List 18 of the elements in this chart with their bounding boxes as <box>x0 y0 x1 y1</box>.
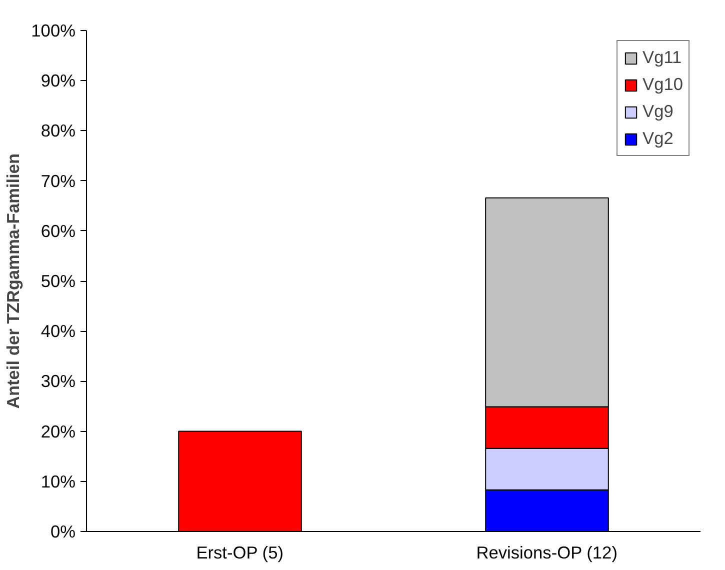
y-tick-label: 80% <box>40 120 76 141</box>
legend-label: Vg10 <box>642 74 683 95</box>
legend-label: Vg2 <box>642 128 674 149</box>
y-tick-label: 30% <box>40 371 76 392</box>
y-tick-label: 100% <box>31 20 76 40</box>
y-tick-label: 50% <box>40 271 76 291</box>
y-tick-label: 90% <box>40 70 76 91</box>
y-tick-label: 10% <box>40 471 76 492</box>
legend-label: Vg11 <box>642 47 682 68</box>
y-axis-title: Anteil der TZRgamma-Familien <box>3 153 24 409</box>
y-tick-label: 60% <box>40 220 76 241</box>
y-tick-label: 70% <box>40 170 76 191</box>
y-tick-label: 40% <box>40 321 76 342</box>
y-tick-label: 20% <box>40 421 76 442</box>
legend-label: Vg9 <box>642 101 674 122</box>
x-tick-label: Revisions-OP (12) <box>476 542 618 562</box>
x-tick-label: Erst-OP (5) <box>196 542 284 562</box>
y-tick-label: 0% <box>50 522 76 542</box>
